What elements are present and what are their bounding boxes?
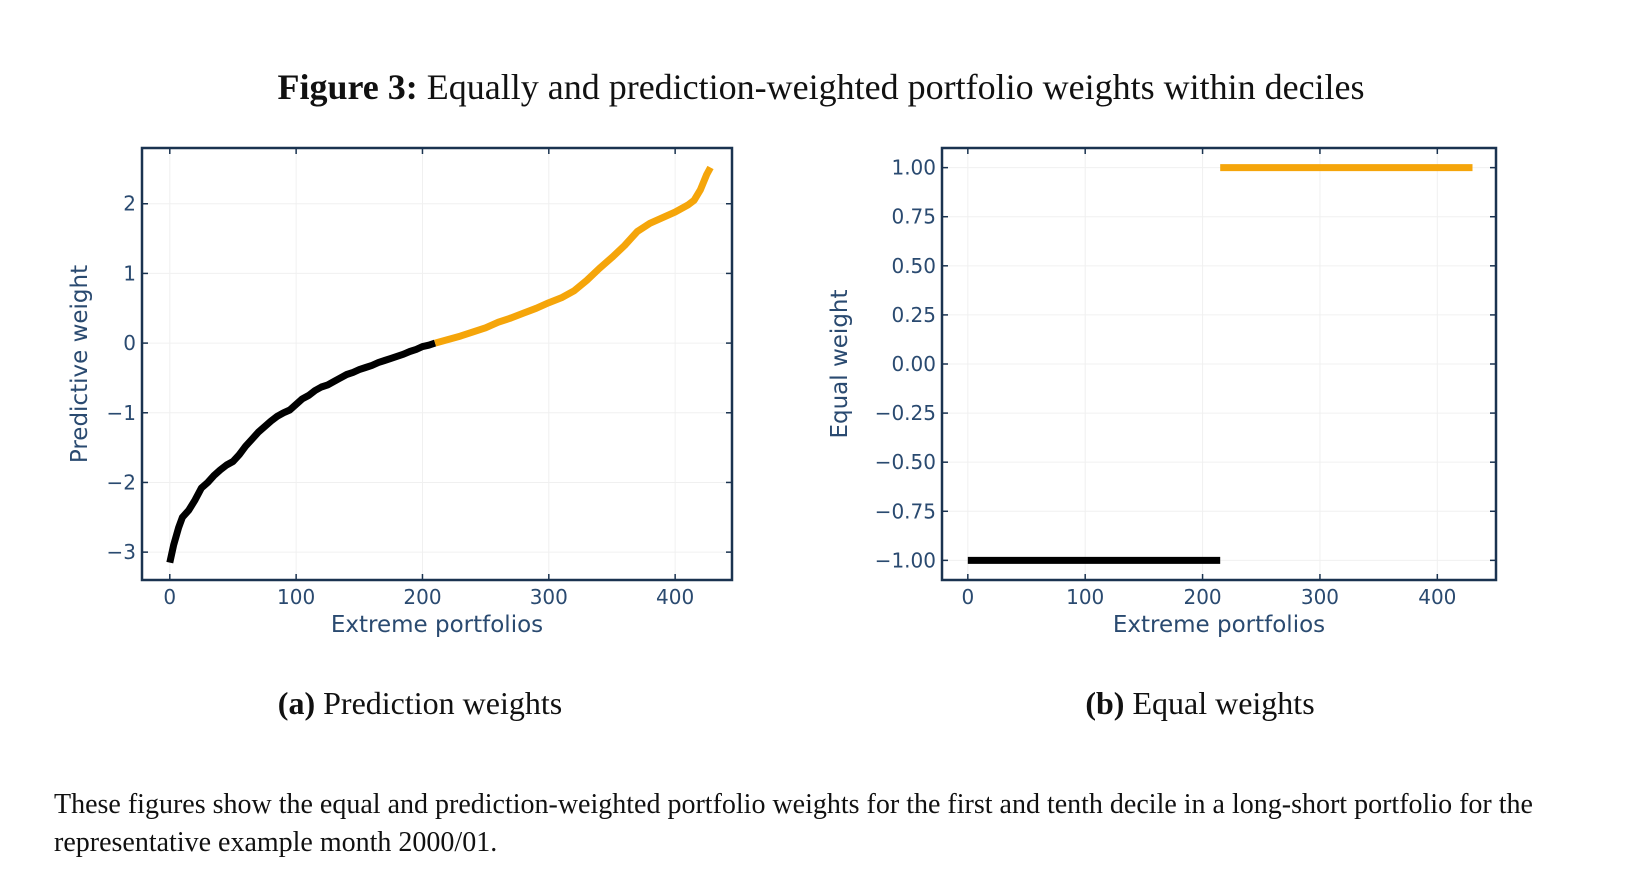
y-tick-label: 1 <box>123 261 136 285</box>
y-tick-label: 0.50 <box>891 254 936 278</box>
x-tick-label: 100 <box>277 585 315 609</box>
figure-caption: These figures show the equal and predict… <box>54 789 1533 858</box>
subfigure-a-caption: (a) Prediction weights <box>160 685 680 722</box>
plot-frame <box>140 146 734 582</box>
x-tick-label: 0 <box>163 585 176 609</box>
series-line-0 <box>166 339 437 564</box>
figure-title-text: Equally and prediction-weighted portfoli… <box>426 67 1365 107</box>
subfigure-b-title: Equal weights <box>1132 685 1315 721</box>
y-tick-label: −0.50 <box>875 450 936 474</box>
y-axis-label: Predictive weight <box>67 265 93 463</box>
x-tick-label: 400 <box>656 585 694 609</box>
x-tick-label: 300 <box>1301 585 1339 609</box>
y-tick-label: −3 <box>107 540 136 564</box>
y-tick-label: −0.75 <box>875 499 936 523</box>
y-tick-label: −2 <box>107 470 136 494</box>
x-axis-label: Extreme portfolios <box>331 612 543 638</box>
y-tick-label: 0.75 <box>891 205 936 229</box>
y-tick-label: 2 <box>123 192 136 216</box>
subfigure-a-title: Prediction weights <box>323 685 563 721</box>
x-axis-label: Extreme portfolios <box>1113 612 1325 638</box>
x-tick-label: 300 <box>530 585 568 609</box>
y-tick-label: −1.00 <box>875 548 936 572</box>
x-tick-label: 200 <box>1183 585 1221 609</box>
x-tick-label: 0 <box>961 585 974 609</box>
x-tick-label: 400 <box>1418 585 1456 609</box>
prediction-weights-plot: 0 100 200 300 400 −3 −2 −1 0 1 2 Extreme portfolios… <box>67 146 734 638</box>
y-tick-label: 0 <box>123 331 136 355</box>
subfigure-b-label: (b) <box>1085 685 1125 721</box>
chart-equal-weights: 0 100 200 300 400 −1.00 −0.75 −0.50 −0.25 0.00 0.2… <box>820 140 1520 645</box>
equal-weights-plot: 0 100 200 300 400 −1.00 −0.75 −0.50 −0.25 0.00 0.2… <box>827 146 1498 638</box>
subfigure-a-label: (a) <box>277 685 316 721</box>
subfigure-b-caption: (b) Equal weights <box>940 685 1460 722</box>
chart-prediction-weights: 0 100 200 300 400 −3 −2 −1 0 1 2 Extreme portfolios… <box>60 140 760 645</box>
y-tick-label: 0.25 <box>891 303 936 327</box>
y-tick-label: 0.00 <box>891 352 936 376</box>
y-tick-label: −0.25 <box>875 401 936 425</box>
x-tick-label: 100 <box>1066 585 1104 609</box>
y-axis-label: Equal weight <box>827 289 853 438</box>
series-line-1 <box>434 165 714 347</box>
figure-title: Figure 3: Equally and prediction-weighte… <box>0 66 1642 108</box>
figure-label: Figure 3: <box>277 67 418 107</box>
y-tick-label: −1 <box>107 401 136 425</box>
y-tick-label: 1.00 <box>891 156 936 180</box>
x-tick-label: 200 <box>403 585 441 609</box>
